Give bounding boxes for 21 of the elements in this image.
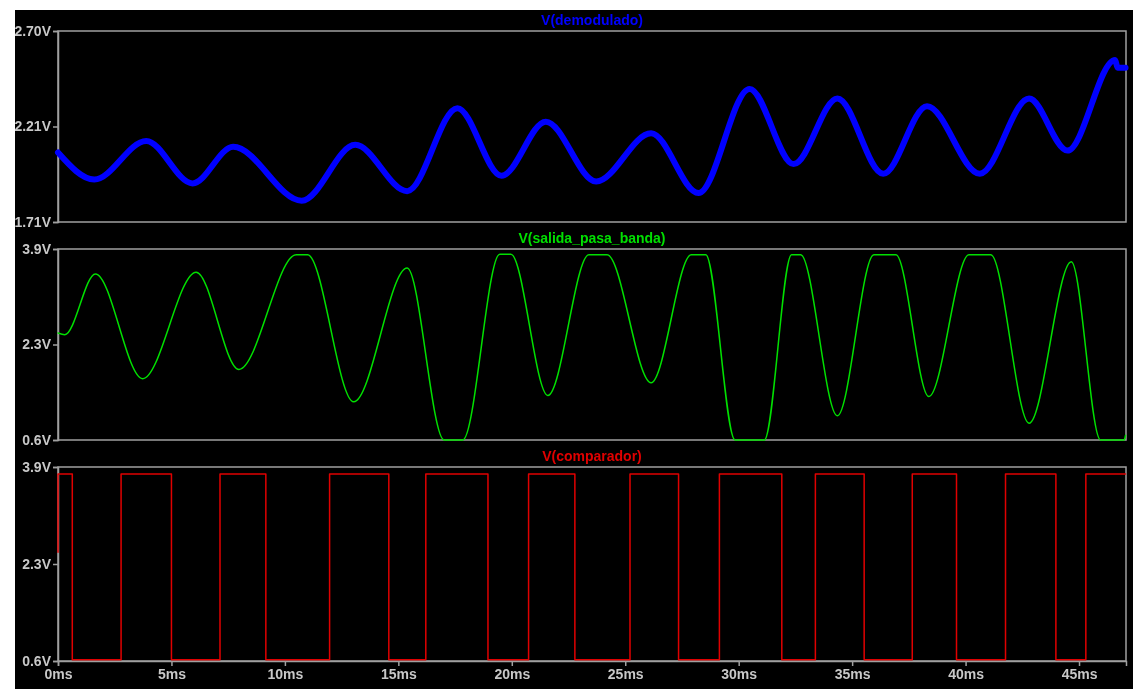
line-series [57,253,1127,441]
y-tick-label: 3.9V [22,458,52,475]
x-tick-label: 25ms [607,665,644,682]
y-tick-label: 2.21V [14,118,52,135]
y-tick-label: 2.70V [14,22,52,39]
x-tick-label: 5ms [157,665,187,682]
x-tick-label: 30ms [721,665,758,682]
chart-title: V(demodulado) [541,12,643,28]
y-tick-label: 0.6V [22,431,52,448]
y-tick-label: 1.71V [14,213,52,230]
y-tick-label: 2.3V [22,336,52,353]
y-tick-label: 2.3V [22,555,52,572]
x-tick-label: 20ms [494,665,531,682]
x-tick-label: 15ms [380,665,417,682]
y-tick-label: 3.9V [22,240,52,257]
chart-title: V(salida_pasa_banda) [518,230,666,246]
chart-title: V(comparador) [542,448,642,464]
x-tick-label: 10ms [267,665,304,682]
x-tick-label: 40ms [948,665,985,682]
x-tick-label: 35ms [834,665,871,682]
x-tick-label: 45ms [1061,665,1098,682]
